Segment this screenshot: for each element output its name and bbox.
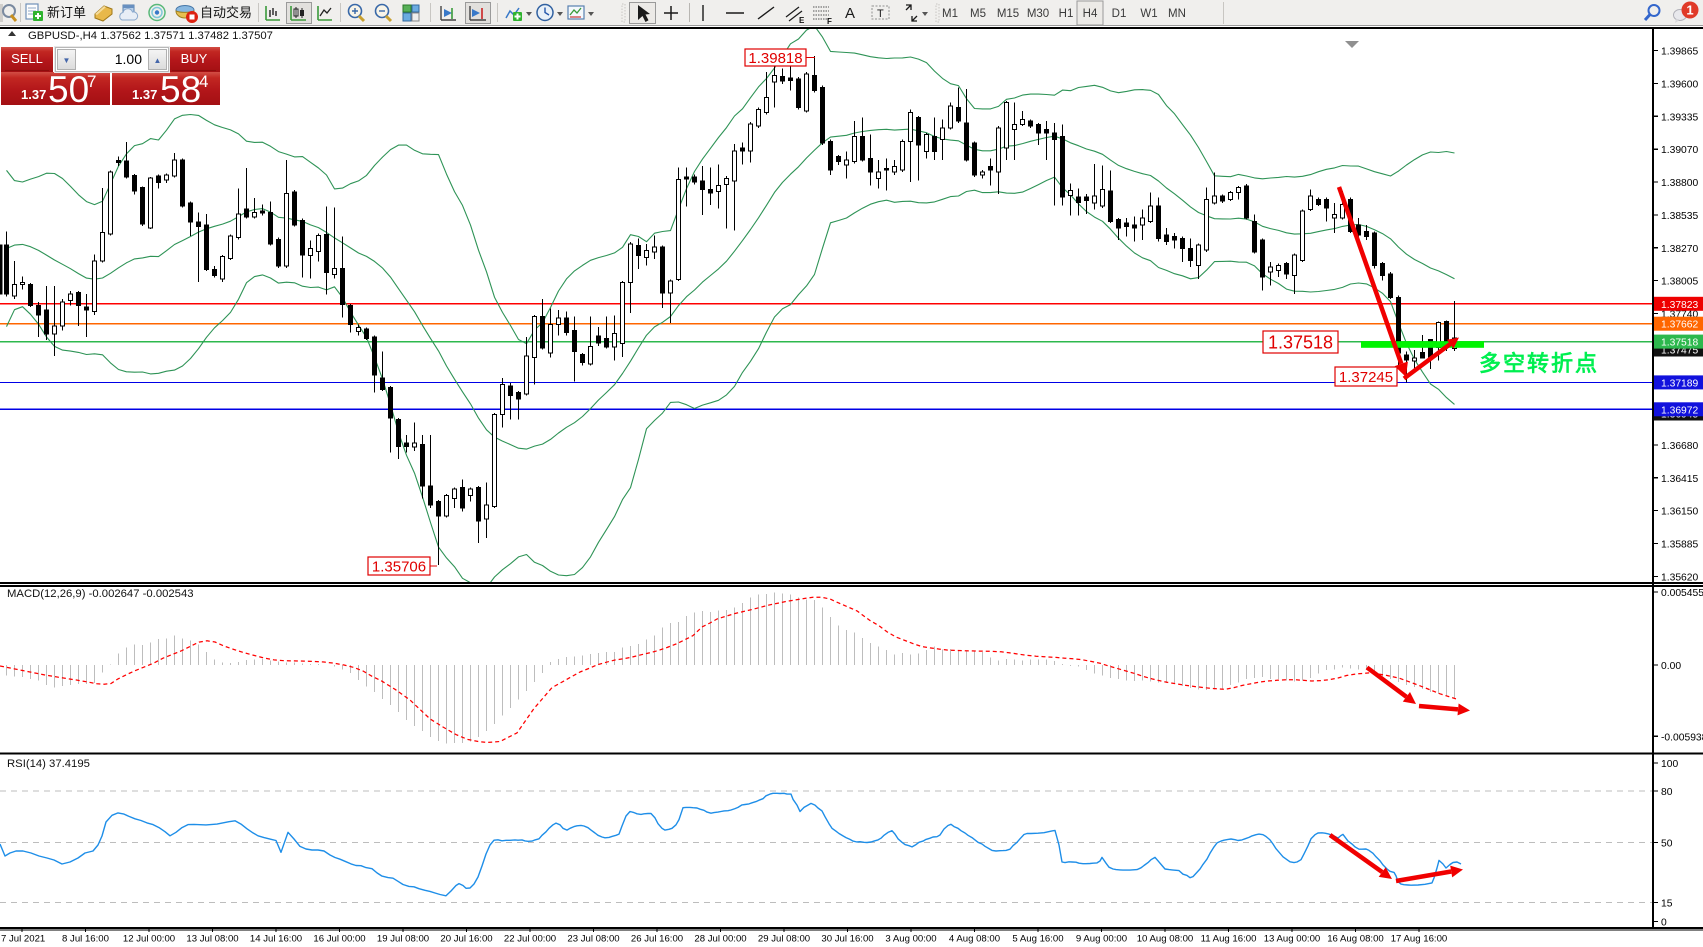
svg-text:1.37189: 1.37189 xyxy=(1661,378,1698,389)
svg-text:1.35620: 1.35620 xyxy=(1661,572,1698,583)
svg-text:8 Jul 16:00: 8 Jul 16:00 xyxy=(62,934,109,945)
svg-text:MACD(12,26,9) -0.002647 -0.002: MACD(12,26,9) -0.002647 -0.002543 xyxy=(7,588,194,600)
svg-text:1.39818: 1.39818 xyxy=(748,50,802,67)
svg-text:19 Jul 08:00: 19 Jul 08:00 xyxy=(377,934,429,945)
svg-text:1.37662: 1.37662 xyxy=(1661,320,1698,331)
svg-text:80: 80 xyxy=(1661,787,1673,798)
svg-text:22 Jul 00:00: 22 Jul 00:00 xyxy=(504,934,556,945)
svg-text:1.35885: 1.35885 xyxy=(1661,540,1698,551)
svg-text:16 Jul 00:00: 16 Jul 00:00 xyxy=(313,934,365,945)
svg-text:28 Jul 00:00: 28 Jul 00:00 xyxy=(694,934,746,945)
svg-text:26 Jul 16:00: 26 Jul 16:00 xyxy=(631,934,683,945)
svg-text:1.38005: 1.38005 xyxy=(1661,277,1698,288)
svg-text:MN: MN xyxy=(1168,8,1186,20)
svg-text:M30: M30 xyxy=(1027,8,1049,20)
svg-text:0.005455: 0.005455 xyxy=(1661,588,1703,599)
svg-text:1.36150: 1.36150 xyxy=(1661,507,1698,518)
svg-text:4 Aug 08:00: 4 Aug 08:00 xyxy=(949,934,1000,945)
svg-text:1.35706: 1.35706 xyxy=(372,558,426,575)
svg-text:新订单: 新订单 xyxy=(47,5,86,20)
svg-text:3 Aug 00:00: 3 Aug 00:00 xyxy=(885,934,936,945)
svg-text:17 Aug 16:00: 17 Aug 16:00 xyxy=(1391,934,1448,945)
svg-text:W1: W1 xyxy=(1140,8,1157,20)
svg-text:GBPUSD-,H4 1.37562 1.37571 1.: GBPUSD-,H4 1.37562 1.37571 1.37482 1.375… xyxy=(28,30,273,42)
svg-text:14 Jul 16:00: 14 Jul 16:00 xyxy=(250,934,302,945)
svg-text:M1: M1 xyxy=(942,8,958,20)
svg-text:9 Aug 00:00: 9 Aug 00:00 xyxy=(1076,934,1127,945)
svg-text:E: E xyxy=(799,16,805,25)
svg-text:T: T xyxy=(877,8,884,20)
svg-text:1.39865: 1.39865 xyxy=(1661,47,1698,58)
svg-text:M5: M5 xyxy=(970,8,986,20)
svg-text:12 Jul 00:00: 12 Jul 00:00 xyxy=(123,934,175,945)
svg-text:5 Aug 16:00: 5 Aug 16:00 xyxy=(1012,934,1063,945)
svg-text:30 Jul 16:00: 30 Jul 16:00 xyxy=(821,934,873,945)
svg-text:29 Jul 08:00: 29 Jul 08:00 xyxy=(758,934,810,945)
svg-text:1.36415: 1.36415 xyxy=(1661,474,1698,485)
svg-text:20 Jul 16:00: 20 Jul 16:00 xyxy=(440,934,492,945)
svg-text:D1: D1 xyxy=(1112,8,1127,20)
svg-text:1: 1 xyxy=(1686,3,1693,18)
svg-text:1.37518: 1.37518 xyxy=(1661,338,1698,349)
svg-text:M15: M15 xyxy=(997,8,1019,20)
svg-text:1.38535: 1.38535 xyxy=(1661,211,1698,222)
svg-text:50: 50 xyxy=(1661,839,1673,850)
svg-text:-0.005938: -0.005938 xyxy=(1661,732,1703,743)
svg-text:1.39070: 1.39070 xyxy=(1661,145,1698,156)
svg-text:1.36680: 1.36680 xyxy=(1661,441,1698,452)
svg-text:0.00: 0.00 xyxy=(1661,661,1681,672)
svg-text:15: 15 xyxy=(1661,899,1673,910)
svg-text:1.37740: 1.37740 xyxy=(1661,310,1698,321)
svg-text:23 Jul 08:00: 23 Jul 08:00 xyxy=(567,934,619,945)
svg-text:16 Aug 08:00: 16 Aug 08:00 xyxy=(1327,934,1384,945)
svg-text:1.38270: 1.38270 xyxy=(1661,244,1698,255)
svg-text:1.37823: 1.37823 xyxy=(1661,300,1698,311)
svg-text:RSI(14) 37.4195: RSI(14) 37.4195 xyxy=(7,758,90,770)
svg-text:1.37245: 1.37245 xyxy=(1339,369,1393,386)
svg-text:自动交易: 自动交易 xyxy=(200,5,252,20)
svg-text:11 Aug 16:00: 11 Aug 16:00 xyxy=(1201,934,1257,945)
svg-text:13 Aug 00:00: 13 Aug 00:00 xyxy=(1264,934,1321,945)
svg-text:1.39335: 1.39335 xyxy=(1661,112,1698,123)
svg-text:1.39600: 1.39600 xyxy=(1661,80,1698,91)
svg-text:多空转折点: 多空转折点 xyxy=(1479,351,1599,376)
svg-text:1.37475: 1.37475 xyxy=(1661,346,1698,357)
svg-text:1.38800: 1.38800 xyxy=(1661,178,1698,189)
svg-text:H4: H4 xyxy=(1083,8,1098,20)
svg-text:1.37518: 1.37518 xyxy=(1268,332,1333,352)
svg-text:13 Jul 08:00: 13 Jul 08:00 xyxy=(186,934,238,945)
svg-text:F: F xyxy=(827,17,832,26)
svg-text:7 Jul 2021: 7 Jul 2021 xyxy=(1,934,45,945)
svg-text:100: 100 xyxy=(1661,759,1678,770)
svg-text:10 Aug 08:00: 10 Aug 08:00 xyxy=(1137,934,1194,945)
svg-text:A: A xyxy=(845,5,855,22)
svg-text:1.36972: 1.36972 xyxy=(1661,405,1698,416)
svg-text:0: 0 xyxy=(1661,918,1667,929)
svg-text:H1: H1 xyxy=(1059,8,1074,20)
